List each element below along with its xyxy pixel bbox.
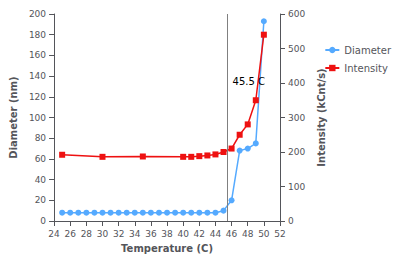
svg-text:0: 0 bbox=[40, 216, 46, 226]
svg-text:20: 20 bbox=[35, 195, 47, 205]
svg-text:45.5 C: 45.5 C bbox=[233, 76, 265, 87]
svg-text:100: 100 bbox=[29, 113, 46, 123]
svg-text:Temperature (C): Temperature (C) bbox=[121, 243, 213, 254]
svg-text:26: 26 bbox=[64, 229, 76, 239]
svg-text:0: 0 bbox=[288, 216, 294, 226]
svg-text:46: 46 bbox=[226, 229, 238, 239]
svg-text:36: 36 bbox=[145, 229, 157, 239]
svg-text:Diameter (nm): Diameter (nm) bbox=[8, 76, 19, 158]
svg-text:40: 40 bbox=[35, 175, 47, 185]
svg-text:28: 28 bbox=[81, 229, 93, 239]
svg-text:160: 160 bbox=[29, 50, 46, 60]
svg-text:120: 120 bbox=[29, 92, 46, 102]
svg-text:300: 300 bbox=[288, 113, 305, 123]
svg-text:200: 200 bbox=[29, 9, 46, 19]
svg-text:60: 60 bbox=[35, 154, 47, 164]
svg-text:30: 30 bbox=[97, 229, 109, 239]
svg-text:Intensity (kCnt/s): Intensity (kCnt/s) bbox=[316, 68, 327, 166]
svg-text:500: 500 bbox=[288, 44, 305, 54]
svg-text:100: 100 bbox=[288, 182, 305, 192]
svg-text:140: 140 bbox=[29, 71, 46, 81]
svg-text:600: 600 bbox=[288, 9, 305, 19]
svg-text:42: 42 bbox=[194, 229, 205, 239]
svg-text:48: 48 bbox=[242, 229, 254, 239]
svg-text:40: 40 bbox=[177, 229, 189, 239]
svg-text:50: 50 bbox=[258, 229, 270, 239]
svg-text:52: 52 bbox=[274, 229, 285, 239]
svg-text:Intensity: Intensity bbox=[344, 63, 388, 74]
svg-text:24: 24 bbox=[48, 229, 60, 239]
svg-text:Diameter: Diameter bbox=[344, 45, 392, 56]
svg-text:32: 32 bbox=[113, 229, 124, 239]
svg-text:400: 400 bbox=[288, 78, 305, 88]
svg-text:80: 80 bbox=[35, 133, 47, 143]
svg-text:44: 44 bbox=[210, 229, 222, 239]
svg-text:200: 200 bbox=[288, 147, 305, 157]
svg-text:180: 180 bbox=[29, 30, 46, 40]
svg-text:38: 38 bbox=[161, 229, 173, 239]
svg-text:34: 34 bbox=[129, 229, 141, 239]
